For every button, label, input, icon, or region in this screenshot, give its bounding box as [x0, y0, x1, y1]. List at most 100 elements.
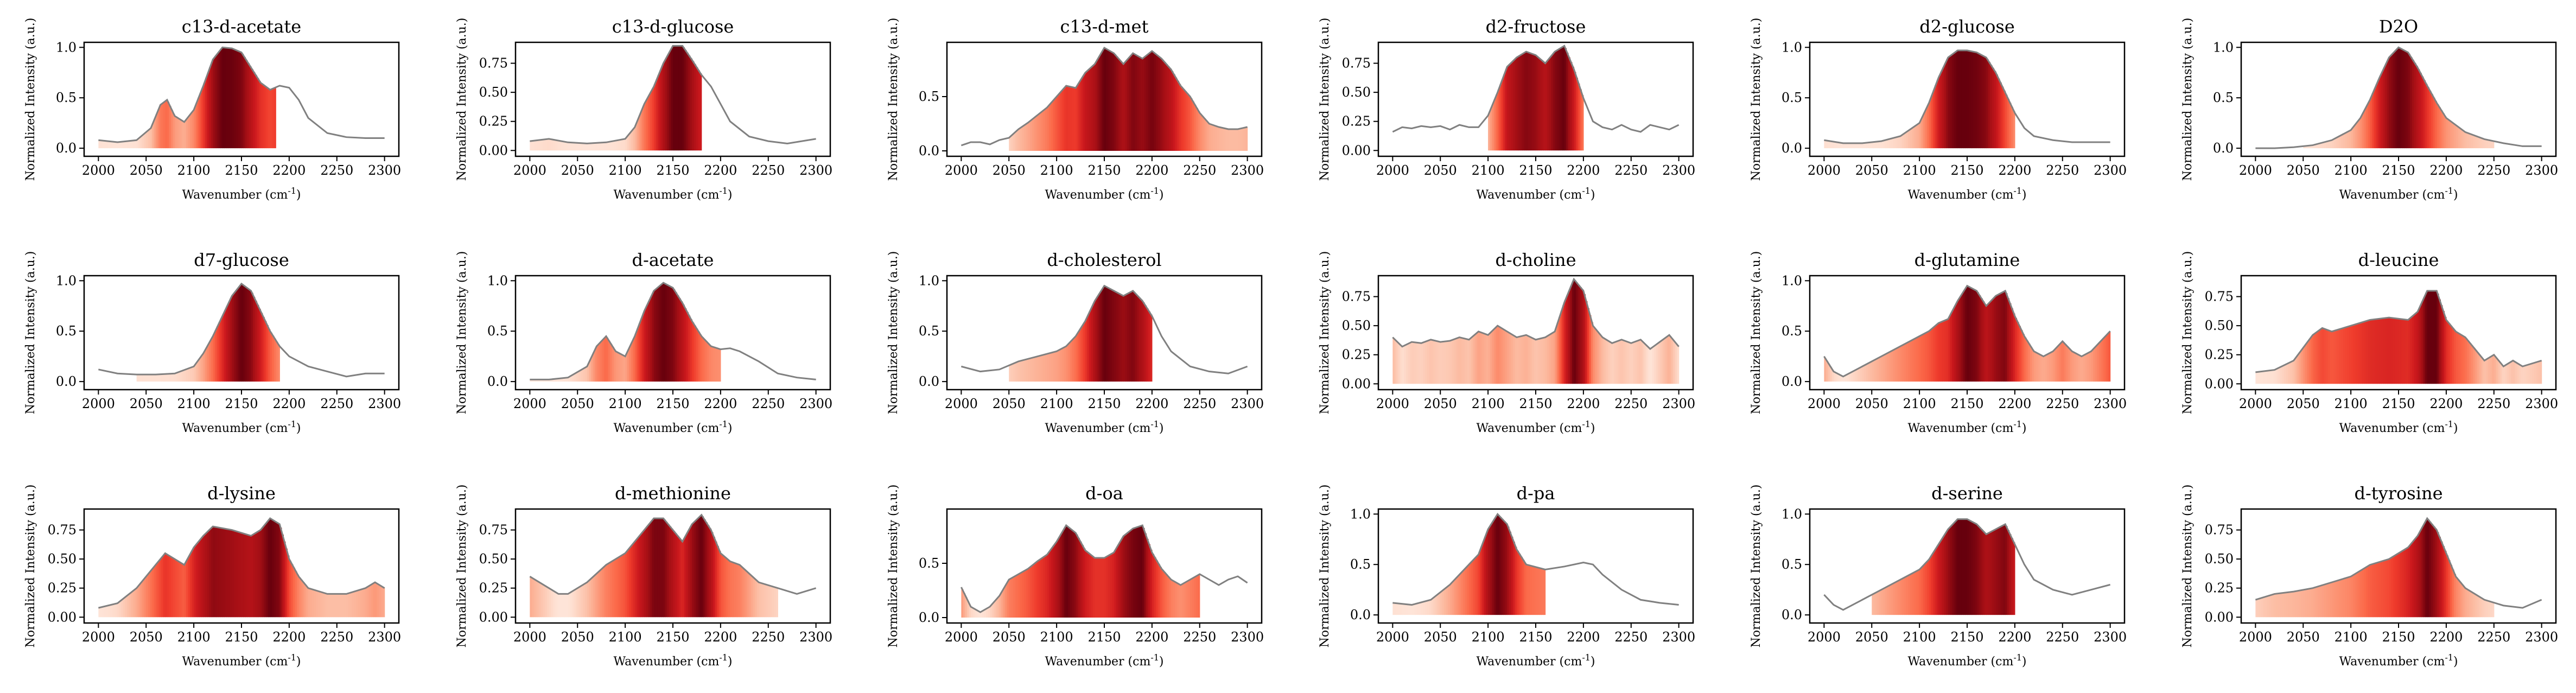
x-tick-label: 2300	[2525, 163, 2558, 178]
shade-band	[551, 139, 554, 151]
shade-band	[2390, 557, 2394, 618]
shade-band	[575, 143, 578, 151]
shade-band	[1098, 558, 1101, 618]
shaded-area	[1824, 286, 2111, 382]
shade-band	[2255, 599, 2258, 618]
x-tick-label: 2000	[82, 396, 115, 411]
shade-band	[1631, 342, 1633, 384]
shade-band	[272, 335, 275, 382]
shade-band	[1967, 519, 1970, 615]
shade-band	[1155, 561, 1159, 618]
shade-band	[2374, 563, 2376, 618]
shade-band	[1010, 135, 1013, 151]
shade-band	[176, 561, 179, 618]
shade-band	[1035, 562, 1038, 618]
shade-band	[245, 534, 248, 618]
shade-band	[661, 65, 664, 151]
x-tick-label: 2250	[2477, 630, 2510, 645]
shade-band	[2442, 113, 2445, 149]
shaded-area	[1009, 48, 1248, 151]
shade-band	[621, 354, 624, 382]
shade-band	[1146, 308, 1149, 382]
shade-band	[1965, 287, 1968, 382]
shade-band	[531, 578, 534, 618]
shade-band	[140, 582, 143, 618]
shade-band	[1942, 67, 1945, 149]
shade-band	[627, 135, 629, 151]
shade-band	[1066, 526, 1068, 618]
shade-band	[262, 85, 265, 149]
shade-band	[2524, 365, 2527, 384]
shade-band	[359, 589, 362, 618]
shade-band	[268, 519, 271, 618]
shade-band	[1606, 340, 1609, 384]
shade-band	[678, 298, 681, 382]
shade-band	[1018, 574, 1021, 618]
shade-band	[1828, 141, 1830, 149]
shade-band	[579, 586, 582, 618]
shade-band	[768, 585, 771, 618]
shade-band	[694, 521, 696, 618]
shade-band	[1547, 60, 1550, 151]
shade-band	[379, 585, 381, 618]
shade-band	[608, 563, 610, 618]
shade-band	[1471, 561, 1473, 615]
shade-band	[2453, 124, 2457, 149]
shade-band	[1566, 53, 1569, 151]
shade-band	[2390, 54, 2394, 149]
shade-band	[1131, 54, 1134, 151]
shade-band	[1499, 517, 1502, 615]
shade-band	[1152, 52, 1154, 151]
shade-band	[1125, 61, 1128, 151]
shade-band	[163, 554, 166, 618]
x-tick-label: 2200	[1135, 630, 1168, 645]
shade-band	[991, 603, 994, 618]
x-tick-label: 2300	[368, 163, 401, 178]
subplot-3: 2000 2050 2100 2150 2200 2250 23000.000.250.50…	[1318, 16, 1695, 202]
shade-band	[1442, 341, 1445, 384]
shade-band	[1505, 330, 1508, 384]
shade-band	[1516, 56, 1519, 151]
shade-band	[2478, 354, 2481, 384]
shade-band	[1988, 303, 1990, 382]
shade-band	[646, 304, 648, 382]
shade-band	[273, 521, 276, 618]
shade-band	[276, 522, 278, 618]
shade-band	[965, 597, 968, 618]
shade-band	[2393, 52, 2395, 149]
shade-band	[2375, 84, 2378, 149]
shade-band	[614, 141, 616, 151]
shade-band	[2540, 360, 2542, 384]
shade-band	[2408, 546, 2410, 618]
shade-band	[634, 333, 637, 382]
shade-band	[184, 370, 187, 382]
shade-band	[1894, 582, 1897, 615]
shade-band	[184, 120, 187, 149]
shade-band	[659, 518, 662, 618]
shade-band	[1522, 53, 1525, 151]
shade-band	[1971, 288, 1974, 382]
shade-band	[1837, 142, 1840, 149]
x-tick-label: 2300	[368, 396, 401, 411]
x-axis-label: Wavenumber (cm-1)	[1476, 419, 1595, 436]
shade-band	[123, 141, 126, 149]
shade-band	[1507, 66, 1510, 151]
shade-band	[2368, 320, 2370, 384]
shade-band	[203, 83, 206, 149]
shade-band	[146, 374, 149, 382]
shade-band	[2276, 368, 2279, 384]
shade-band	[1492, 330, 1494, 384]
shade-band	[2327, 330, 2331, 384]
shade-band	[325, 593, 328, 618]
shade-band	[1486, 334, 1489, 384]
shade-band	[2336, 137, 2338, 149]
y-tick-label: 1.0	[1782, 40, 1802, 55]
shade-band	[169, 556, 171, 618]
shade-band	[1908, 130, 1911, 149]
shade-band	[1944, 320, 1947, 382]
shade-band	[2079, 355, 2082, 382]
shade-band	[2318, 586, 2321, 618]
shade-band	[552, 379, 555, 382]
shade-band	[2047, 354, 2050, 382]
shade-band	[1010, 364, 1013, 382]
